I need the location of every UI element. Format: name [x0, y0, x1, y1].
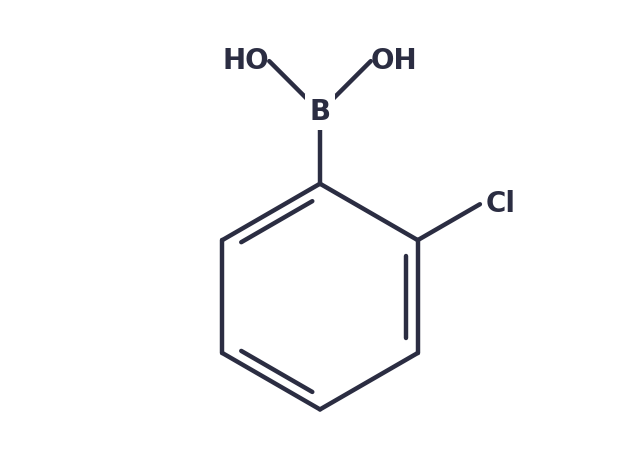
- Text: Cl: Cl: [486, 190, 516, 218]
- Text: OH: OH: [371, 47, 417, 75]
- Text: B: B: [309, 98, 331, 126]
- Text: HO: HO: [223, 47, 269, 75]
